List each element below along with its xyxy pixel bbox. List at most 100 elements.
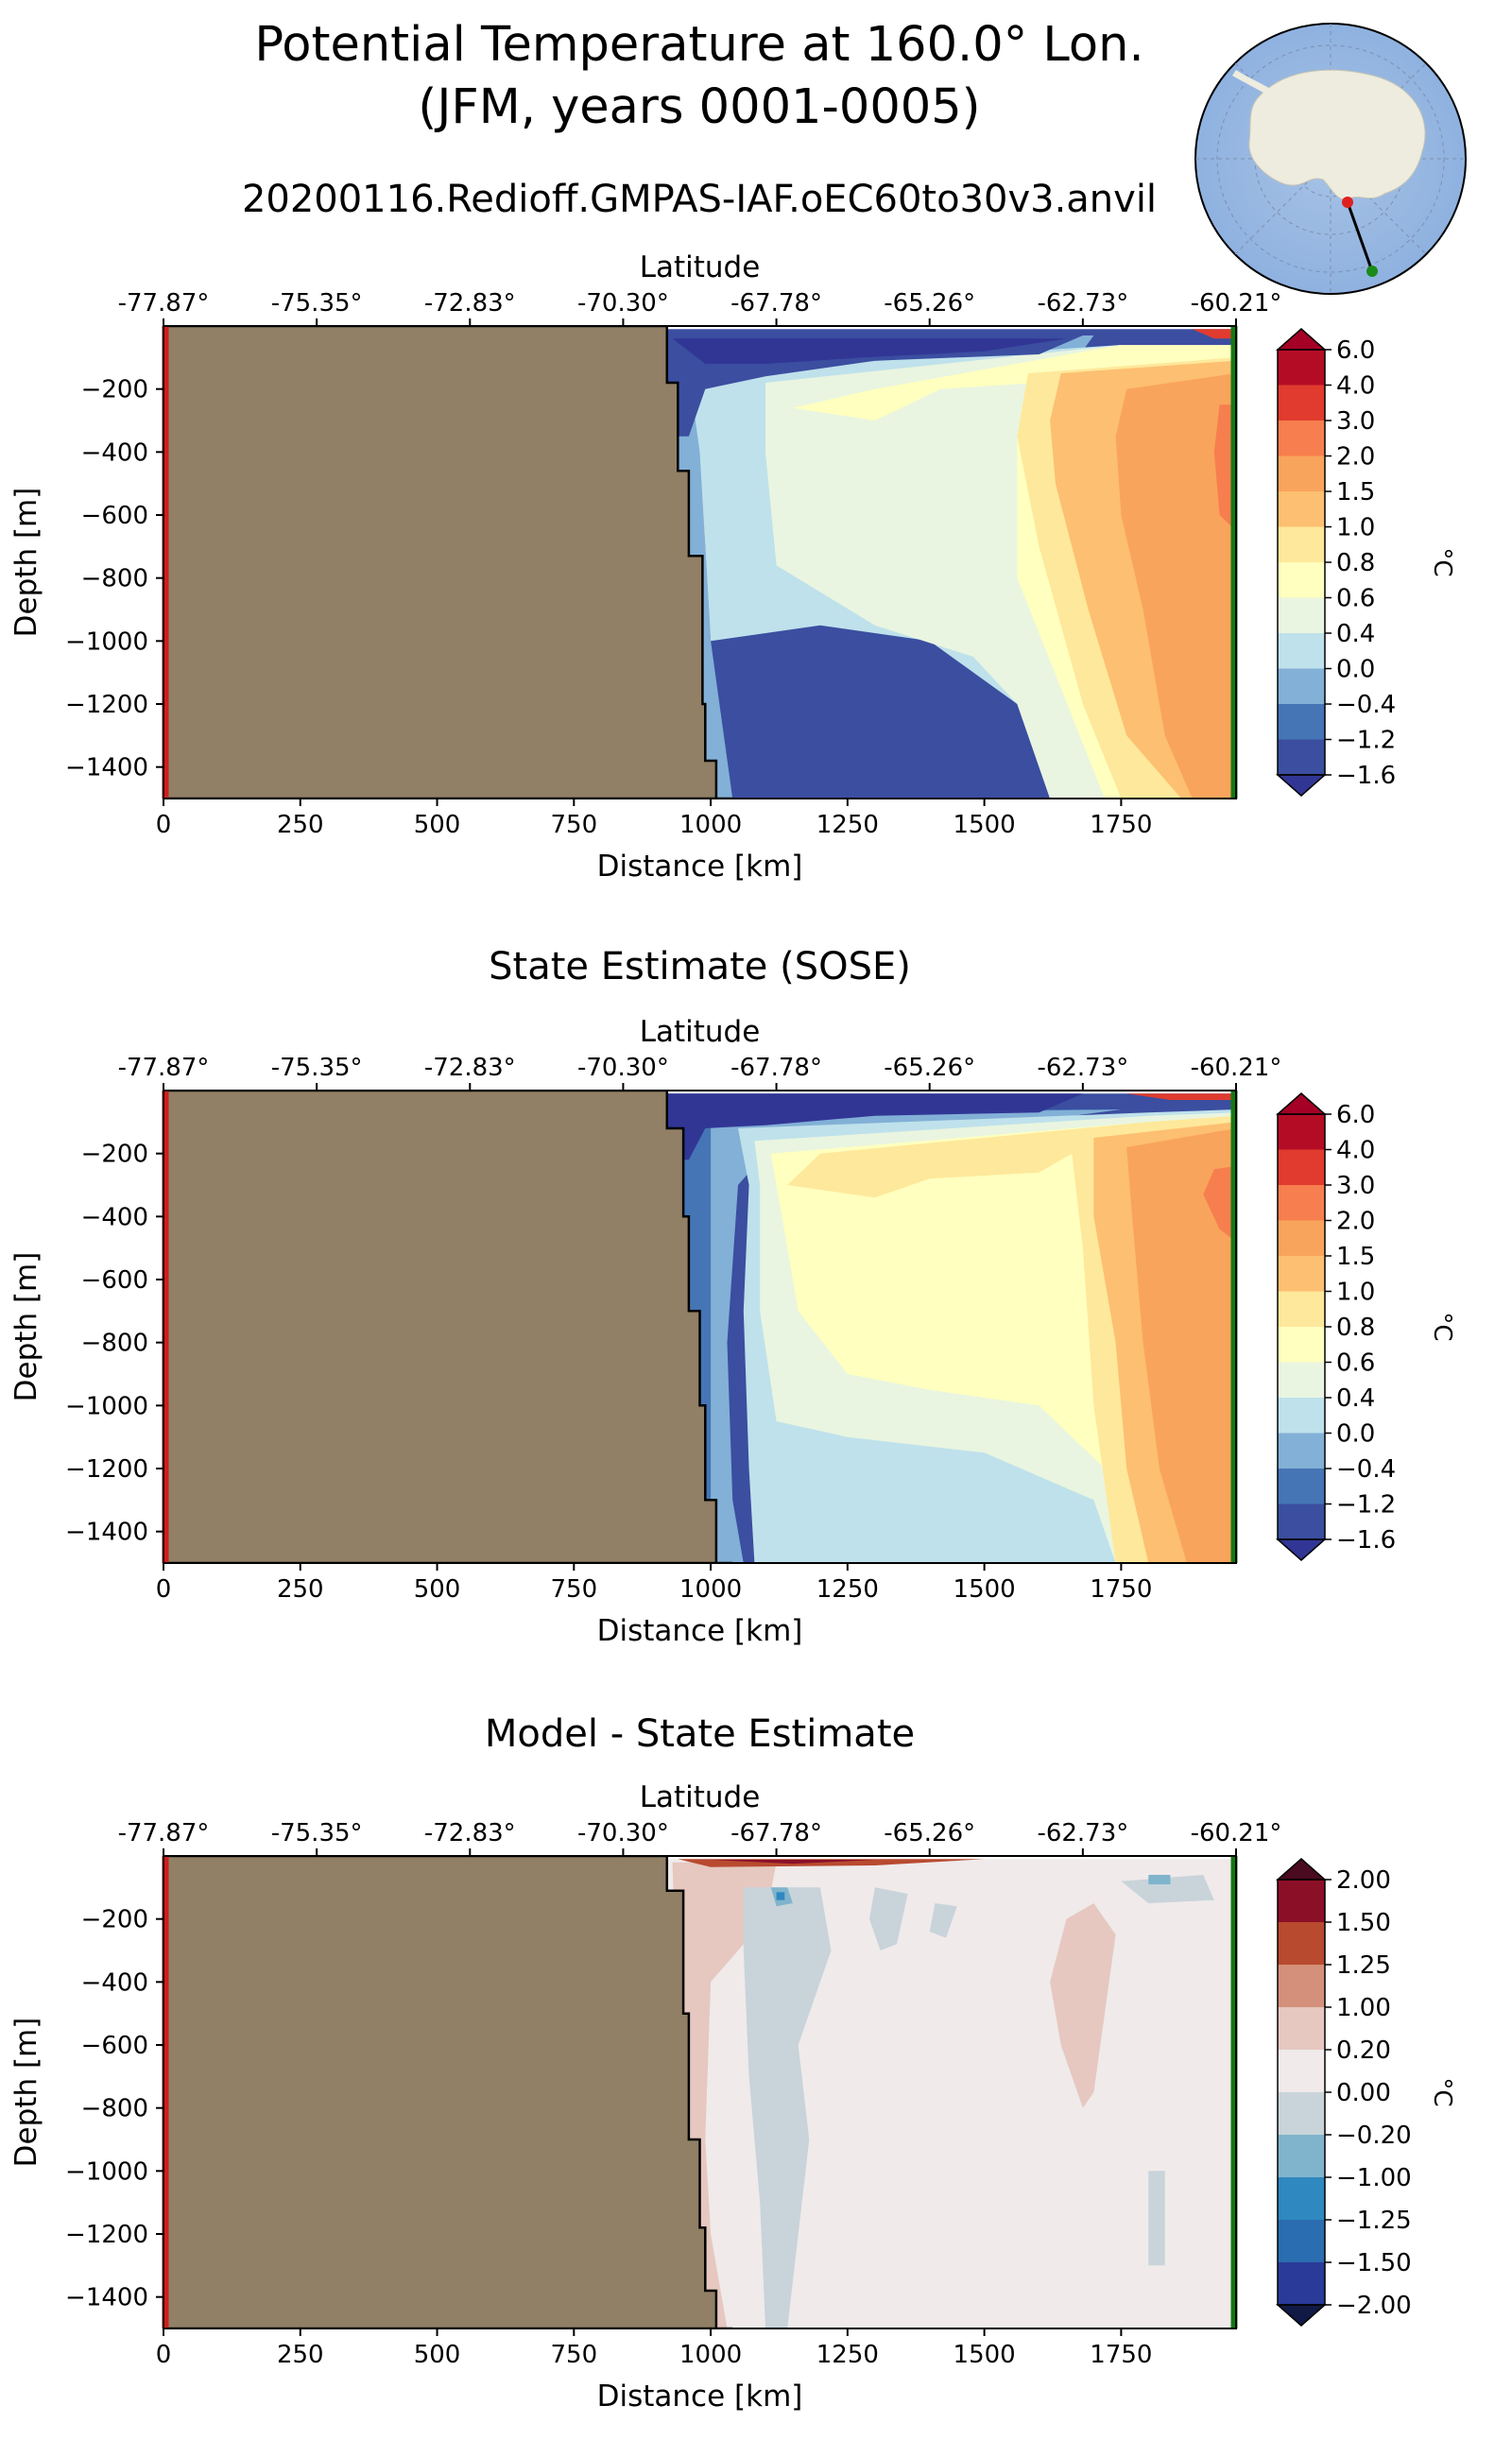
colorbar-max-extend xyxy=(1276,1858,1327,1881)
colorbar-tick-label: 0.6 xyxy=(1336,585,1375,613)
contour-region xyxy=(869,1887,908,1950)
colorbar-tick-label: 1.5 xyxy=(1336,478,1375,507)
colorbar-tick-label: 1.00 xyxy=(1336,1994,1391,2022)
lat-tick-label: -70.30° xyxy=(577,1819,669,1847)
lat-tick-label: -70.30° xyxy=(577,289,669,318)
x-tick-label: 0 xyxy=(156,811,172,839)
colorbar-segment xyxy=(1278,1469,1325,1504)
colorbar-tick-label: −0.4 xyxy=(1336,1455,1396,1484)
lat-tick-label: -65.26° xyxy=(884,1054,975,1082)
colorbar-tick-label: 4.0 xyxy=(1336,372,1375,401)
contour-region xyxy=(776,1892,785,1900)
colorbar-segment xyxy=(1278,562,1325,598)
plot-frame xyxy=(163,325,1237,799)
lat-tick-label: -75.35° xyxy=(271,289,363,318)
x-tick-label: 1250 xyxy=(816,1575,879,1604)
lat-tick-label: -77.87° xyxy=(118,1819,210,1847)
contour-region xyxy=(672,338,1067,364)
lat-tick-label: -77.87° xyxy=(118,289,210,318)
colorbar-tick-label: −1.6 xyxy=(1336,1526,1396,1555)
x-tick-label: 1000 xyxy=(679,2341,742,2369)
colorbar-segment xyxy=(1278,1185,1325,1221)
colorbar-tick-label: 1.0 xyxy=(1336,1279,1375,1307)
panel-model: 0 250 500 750 1000 1250 1500 1750 Distance [km] -… xyxy=(9,250,1456,884)
y-tick-label: −800 xyxy=(81,1330,148,1358)
colorbar-segment xyxy=(1278,1220,1325,1257)
lat-tick-label: -77.87° xyxy=(118,1054,210,1082)
colorbar-segment xyxy=(1278,2262,1325,2306)
lat-tick-label: -70.30° xyxy=(577,1054,669,1082)
x-tick-label: 1250 xyxy=(816,2341,879,2369)
x-tick-label: 500 xyxy=(414,2341,461,2369)
colorbar-max-extend xyxy=(1276,328,1327,351)
panel-sose: 0 250 500 750 1000 1250 1500 1750 Distance [km] -… xyxy=(9,1015,1456,1648)
colorbar-tick-label: −1.2 xyxy=(1336,1491,1396,1520)
lat-tick-label: -62.73° xyxy=(1037,1054,1128,1082)
x-tick-label: 500 xyxy=(414,811,461,839)
colorbar-tick-label: −1.6 xyxy=(1336,762,1396,790)
colorbar-segment xyxy=(1278,1503,1325,1540)
lat-tick-label: -72.83° xyxy=(424,1054,516,1082)
colorbar-segment xyxy=(1278,2007,1325,2051)
y-axis-label: Depth [m] xyxy=(9,2018,43,2168)
colorbar-max-extend xyxy=(1276,1092,1327,1115)
y-tick-label: −1200 xyxy=(65,691,148,719)
x-tick-label: 250 xyxy=(277,1575,324,1604)
lat-tick-label: -60.21° xyxy=(1191,289,1282,318)
colorbar-segment xyxy=(1278,1362,1325,1399)
colorbar-min-extend xyxy=(1276,774,1327,797)
y-axis-label: Depth [m] xyxy=(9,1252,43,1402)
secondary-x-axis-label: Latitude xyxy=(640,250,761,284)
transect-start-marker xyxy=(1342,197,1353,208)
colorbar-tick-label: 0.6 xyxy=(1336,1349,1375,1378)
colorbar-tick-label: 0.4 xyxy=(1336,1384,1375,1413)
colorbar-tick-label: 3.0 xyxy=(1336,407,1375,436)
y-tick-label: −600 xyxy=(81,1266,148,1295)
x-tick-label: 1750 xyxy=(1090,811,1152,839)
plot-frame xyxy=(163,1090,1237,1564)
colorbar-tick-label: 4.0 xyxy=(1336,1137,1375,1165)
contour-field xyxy=(163,326,1236,799)
contour-field xyxy=(163,1091,1236,1563)
x-axis-label: Distance [km] xyxy=(597,1614,803,1648)
contour-field xyxy=(163,1856,1236,2328)
colorbar-tick-label: −1.25 xyxy=(1336,2207,1412,2235)
y-tick-label: −1000 xyxy=(65,1392,148,1420)
colorbar-segment xyxy=(1278,1149,1325,1186)
colorbar-segment xyxy=(1278,739,1325,776)
lat-tick-label: -75.35° xyxy=(271,1054,363,1082)
colorbar-segment xyxy=(1278,1291,1325,1328)
x-tick-label: 750 xyxy=(550,1575,597,1604)
x-tick-label: 1500 xyxy=(954,811,1016,839)
y-tick-label: −1200 xyxy=(65,2221,148,2249)
colorbar-segment xyxy=(1278,597,1325,634)
secondary-x-axis-label: Latitude xyxy=(640,1780,761,1814)
colorbar-tick-label: −0.4 xyxy=(1336,691,1396,719)
y-tick-label: −200 xyxy=(81,1141,148,1169)
lat-tick-label: -67.78° xyxy=(730,1054,822,1082)
colorbar-segment xyxy=(1278,526,1325,563)
colorbar-tick-label: 6.0 xyxy=(1336,336,1375,365)
x-tick-label: 750 xyxy=(550,811,597,839)
y-tick-label: −800 xyxy=(81,565,148,593)
x-tick-label: 1500 xyxy=(954,1575,1016,1604)
contour-region xyxy=(743,1887,832,2328)
colorbar-tick-label: 1.25 xyxy=(1336,1951,1391,1980)
colorbar-segment xyxy=(1278,385,1325,421)
panel3-title: Model - State Estimate xyxy=(484,1712,916,1756)
lat-tick-label: -65.26° xyxy=(884,1819,975,1847)
contour-region xyxy=(666,1093,1083,1160)
land-mask xyxy=(163,1091,733,1563)
colorbar-tick-label: 0.0 xyxy=(1336,656,1375,684)
colorbar-tick-label: −1.50 xyxy=(1336,2249,1412,2277)
colorbar-units: °C xyxy=(1428,1312,1456,1341)
x-tick-label: 1500 xyxy=(954,2341,1016,2369)
x-axis-label: Distance [km] xyxy=(597,2380,803,2414)
y-tick-label: −1000 xyxy=(65,2157,148,2186)
colorbar-segment xyxy=(1278,1433,1325,1469)
colorbar-segment xyxy=(1278,2092,1325,2136)
contour-region xyxy=(1148,2171,1165,2266)
figure-title-line2: (JFM, years 0001-0005) xyxy=(418,79,981,135)
x-tick-label: 500 xyxy=(414,1575,461,1604)
contour-region xyxy=(1203,1166,1236,1242)
